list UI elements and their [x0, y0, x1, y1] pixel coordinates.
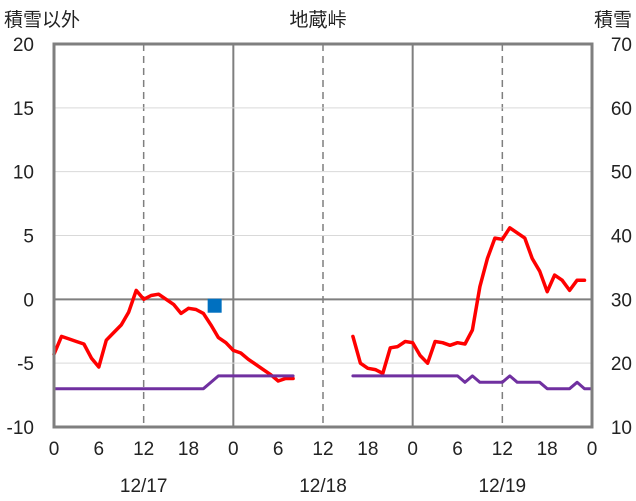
series-line-1-segment-0	[52, 374, 295, 391]
right-tick-label: 20	[611, 354, 632, 375]
right-tick-label: 30	[611, 290, 632, 311]
x-tick-label: 12	[133, 439, 154, 460]
grid	[54, 44, 592, 427]
x-tick-label: 18	[178, 439, 199, 460]
x-tick-label: 18	[537, 439, 558, 460]
series-line-1-segment-1	[351, 374, 594, 391]
left-tick-label: 10	[13, 163, 34, 184]
x-axis: 0 6 12 18 0 6 12 18 0 6 12 18 0	[49, 439, 598, 460]
right-tick-label: 70	[611, 35, 632, 56]
right-axis: 10 20 30 40 50 60 70	[611, 35, 632, 439]
right-tick-label: 10	[611, 418, 632, 439]
x-tick-label: 6	[273, 439, 284, 460]
left-tick-label: -5	[17, 354, 34, 375]
plot-border	[52, 42, 594, 429]
date-label: 12/18	[299, 476, 347, 497]
x-tick-label: 0	[407, 439, 418, 460]
x-tick-label: 6	[452, 439, 463, 460]
marker-point	[207, 298, 222, 313]
left-tick-label: 20	[13, 35, 34, 56]
x-tick-label: 6	[94, 439, 105, 460]
left-tick-label: -10	[7, 418, 34, 439]
date-axis: 12/17 12/18 12/19	[120, 476, 526, 497]
right-tick-label: 40	[611, 227, 632, 248]
x-tick-label: 12	[492, 439, 513, 460]
x-tick-label: 0	[49, 439, 60, 460]
x-tick-label: 0	[228, 439, 239, 460]
x-tick-label: 18	[357, 439, 378, 460]
series-layer	[52, 226, 594, 391]
left-axis-label: 積雪以外	[4, 9, 80, 31]
x-tick-label: 0	[587, 439, 598, 460]
left-tick-label: 15	[13, 99, 34, 120]
left-tick-label: 0	[23, 290, 34, 311]
right-axis-label: 積雪	[594, 9, 632, 31]
right-tick-label: 50	[611, 163, 632, 184]
left-tick-label: 5	[23, 227, 34, 248]
left-axis: -10 -5 0 5 10 15 20	[7, 35, 34, 439]
chart-title: 地蔵峠	[289, 9, 346, 31]
right-tick-label: 60	[611, 99, 632, 120]
x-tick-label: 12	[312, 439, 333, 460]
series-line-0-segment-1	[351, 226, 587, 376]
series-line-0-segment-0	[52, 288, 295, 383]
date-label: 12/19	[479, 476, 527, 497]
date-label: 12/17	[120, 476, 168, 497]
